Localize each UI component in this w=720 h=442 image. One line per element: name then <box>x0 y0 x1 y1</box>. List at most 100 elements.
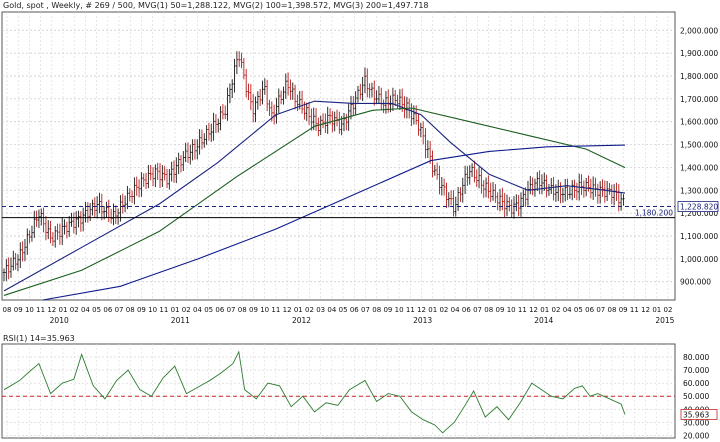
month-tick-label: 11 <box>630 306 639 314</box>
month-tick-label: 08 <box>608 306 617 314</box>
month-tick-label: 11 <box>271 306 280 314</box>
month-tick-label: 08 <box>372 306 381 314</box>
month-tick-label: 07 <box>473 306 482 314</box>
month-tick-label: 06 <box>103 306 112 314</box>
rsi-y-tick-label: 70.000 <box>683 366 709 375</box>
month-tick-label: 09 <box>619 306 628 314</box>
month-tick-label: 07 <box>596 306 605 314</box>
year-tick-label: 2011 <box>171 316 190 325</box>
month-tick-label: 04 <box>451 306 460 314</box>
price-y-tick-label: 1,200.000 <box>680 209 718 218</box>
month-tick-label: 03 <box>316 306 325 314</box>
month-tick-label: 10 <box>260 306 269 314</box>
price-y-tick-label: 1,600.000 <box>680 118 718 127</box>
month-tick-label: 07 <box>227 306 236 314</box>
year-tick-label: 2010 <box>50 316 69 325</box>
month-tick-label: 11 <box>518 306 527 314</box>
price-chart-title: Gold, spot , Weekly, # 269 / 500, MVG(1)… <box>3 1 429 10</box>
price-y-tick-label: 1,300.000 <box>680 186 718 195</box>
month-tick-label: 12 <box>529 306 538 314</box>
price-y-tick-label: 1,500.000 <box>680 141 718 150</box>
month-tick-label: 10 <box>507 306 516 314</box>
month-tick-label: 12 <box>47 306 56 314</box>
month-tick-label: 01 <box>652 306 661 314</box>
month-tick-label: 10 <box>148 306 157 314</box>
year-tick-label: 2013 <box>413 316 432 325</box>
month-tick-label: 08 <box>126 306 135 314</box>
month-tick-label: 12 <box>283 306 292 314</box>
month-tick-label: 04 <box>193 306 202 314</box>
rsi-y-tick-label: 20.000 <box>683 431 709 440</box>
price-y-tick-label: 1,900.000 <box>680 49 718 58</box>
price-plot-area <box>1 11 676 301</box>
price-y-tick-label: 1,400.000 <box>680 163 718 172</box>
month-tick-label: 11 <box>406 306 415 314</box>
month-tick-label: 12 <box>641 306 650 314</box>
rsi-chart-title: RSI(1) 14=35.963 <box>3 334 75 343</box>
month-tick-label: 04 <box>327 306 336 314</box>
rsi-y-tick-label: 60.000 <box>683 379 709 388</box>
rsi-y-tick-label: 50.000 <box>683 392 709 401</box>
last-price-label: 1,228.820 <box>680 203 718 212</box>
month-tick-label: 02 <box>664 306 673 314</box>
month-tick-label: 01 <box>59 306 68 314</box>
price-bars-group <box>2 51 625 282</box>
month-tick-label: 09 <box>495 306 504 314</box>
month-tick-label: 04 <box>563 306 572 314</box>
year-tick-label: 2012 <box>292 316 311 325</box>
month-tick-label: 02 <box>182 306 191 314</box>
month-tick-label: 05 <box>92 306 101 314</box>
month-tick-label: 09 <box>383 306 392 314</box>
month-tick-label: 06 <box>215 306 224 314</box>
month-tick-label: 02 <box>439 306 448 314</box>
month-tick-label: 06 <box>585 306 594 314</box>
month-tick-label: 05 <box>339 306 348 314</box>
month-tick-label: 11 <box>36 306 45 314</box>
month-tick-label: 09 <box>14 306 23 314</box>
month-tick-label: 09 <box>137 306 146 314</box>
year-tick-label: 2015 <box>655 316 674 325</box>
month-tick-label: 09 <box>249 306 258 314</box>
month-tick-label: 01 <box>540 306 549 314</box>
month-tick-label: 07 <box>361 306 370 314</box>
rsi-y-tick-label: 30.000 <box>683 418 709 427</box>
price-y-tick-label: 1,000.000 <box>680 255 718 264</box>
month-tick-label: 01 <box>428 306 437 314</box>
last-price-box <box>677 201 719 212</box>
price-y-tick-label: 1,700.000 <box>680 95 718 104</box>
moving-average-line-2 <box>3 107 626 296</box>
month-tick-label: 04 <box>81 306 90 314</box>
moving-average-line-3 <box>42 144 626 301</box>
price-y-tick-label: 2,000.000 <box>680 26 718 35</box>
rsi-line <box>3 350 626 434</box>
month-tick-label: 06 <box>350 306 359 314</box>
moving-average-line-1 <box>3 100 626 292</box>
price-y-tick-label: 900.000 <box>680 278 711 287</box>
month-tick-label: 02 <box>70 306 79 314</box>
rsi-y-tick-label: 80.000 <box>683 353 709 362</box>
month-tick-label: 06 <box>462 306 471 314</box>
month-tick-label: 07 <box>115 306 124 314</box>
rsi-last-value-label: 35.963 <box>683 411 709 420</box>
rsi-plot-area <box>1 343 676 439</box>
month-tick-label: 02 <box>305 306 314 314</box>
month-tick-label: 01 <box>171 306 180 314</box>
month-tick-label: 05 <box>204 306 213 314</box>
month-tick-label: 08 <box>3 306 12 314</box>
rsi-last-value-box <box>680 409 718 420</box>
month-tick-label: 02 <box>552 306 561 314</box>
month-tick-label: 10 <box>25 306 34 314</box>
month-tick-label: 01 <box>294 306 303 314</box>
month-tick-label: 08 <box>238 306 247 314</box>
price-y-tick-label: 1,100.000 <box>680 232 718 241</box>
price-y-tick-label: 1,800.000 <box>680 72 718 81</box>
support-level-label: 1,180.200 <box>635 209 673 218</box>
year-tick-label: 2014 <box>534 316 553 325</box>
month-tick-label: 05 <box>574 306 583 314</box>
month-tick-label: 10 <box>395 306 404 314</box>
month-tick-label: 12 <box>417 306 426 314</box>
month-tick-label: 11 <box>159 306 168 314</box>
month-tick-label: 08 <box>484 306 493 314</box>
